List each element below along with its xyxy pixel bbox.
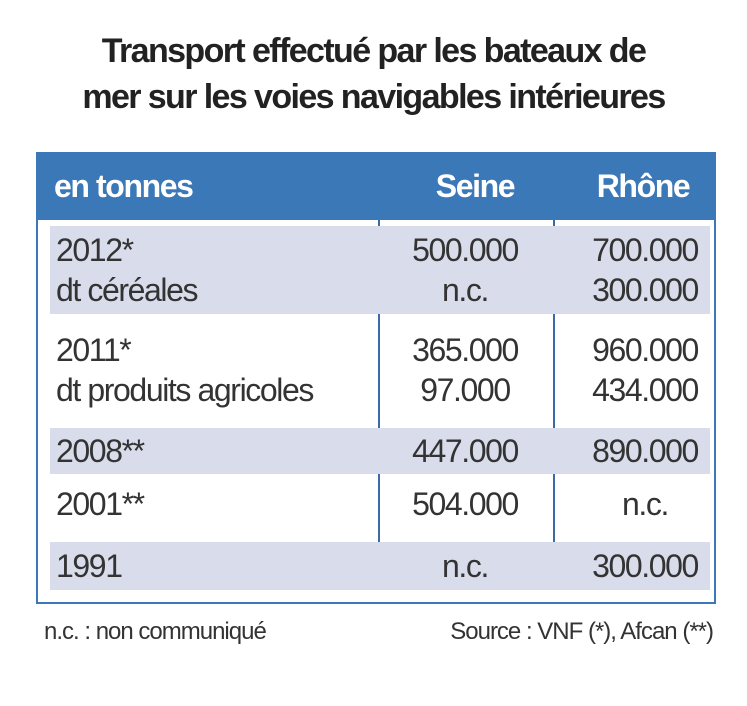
table-row: 2011* dt produits agricoles 365.000 97.000… (50, 326, 710, 422)
data-table: en tonnes Seine Rhône 2012* dt céréales 5… (36, 152, 716, 604)
footnote: n.c. : non communiqué (44, 618, 267, 645)
seine-value: n.c. (442, 272, 489, 308)
row-sublabel: dt produits agricoles (56, 372, 314, 408)
title-line: mer sur les voies navigables intérieures (82, 78, 666, 116)
title-line: Transport effectué par les bateaux de (101, 32, 647, 70)
row-label: 2008** (56, 433, 145, 469)
table-row: 2001** 504.000 n.c. (50, 480, 710, 536)
row-label: 2011* (56, 332, 132, 368)
rhone-value: n.c. (622, 486, 669, 522)
column-divider (378, 220, 380, 590)
row-label: 1991 (56, 548, 123, 584)
seine-value: 97.000 (420, 372, 511, 408)
seine-value: 500.000 (412, 232, 519, 268)
row-label: 2001** (56, 486, 145, 522)
table-row: 1991 n.c. 300.000 (50, 542, 710, 590)
column-divider (553, 220, 555, 590)
table-title: Transport effectué par les bateaux de me… (0, 28, 747, 120)
rhone-value: 700.000 (592, 232, 699, 268)
seine-value: n.c. (442, 548, 489, 584)
rhone-value: 300.000 (592, 272, 699, 308)
row-label: 2012* (56, 232, 134, 268)
rhone-value: 890.000 (592, 433, 699, 469)
table-header: en tonnes Seine Rhône (38, 154, 714, 220)
seine-value: 365.000 (412, 332, 519, 368)
header-rhone: Rhône (596, 168, 691, 204)
source-note: Source : VNF (*), Afcan (**) (450, 618, 714, 645)
seine-value: 447.000 (412, 433, 519, 469)
rhone-value: 300.000 (592, 548, 699, 584)
seine-value: 504.000 (412, 486, 519, 522)
rhone-value: 960.000 (592, 332, 699, 368)
row-sublabel: dt céréales (56, 272, 199, 308)
rhone-value: 434.000 (592, 372, 699, 408)
table-row: 2008** 447.000 890.000 (50, 428, 710, 474)
header-seine: Seine (435, 168, 516, 204)
table-row: 2012* dt céréales 500.000 n.c. 700.000 300.… (50, 226, 710, 314)
header-unit: en tonnes (54, 168, 194, 204)
